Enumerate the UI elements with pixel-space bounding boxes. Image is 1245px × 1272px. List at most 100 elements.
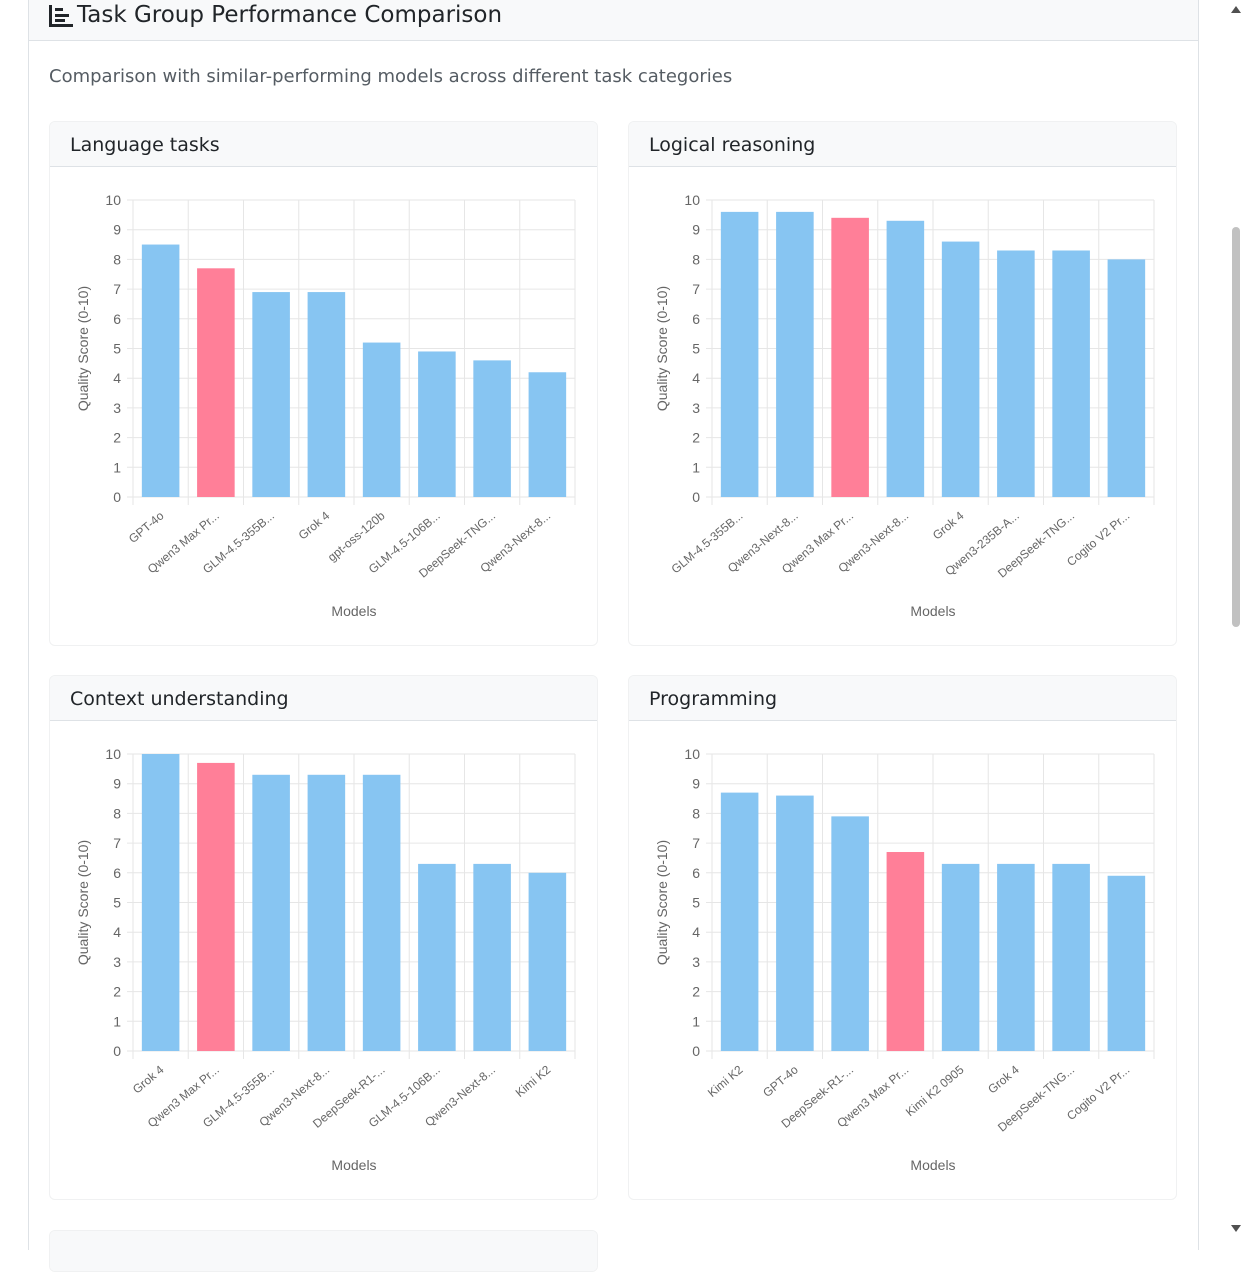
y-tick-label: 10 [684, 192, 700, 208]
bar[interactable] [197, 762, 235, 1051]
y-tick-label: 0 [113, 489, 121, 505]
bar[interactable] [720, 211, 759, 497]
y-tick-label: 4 [113, 370, 121, 386]
y-tick-label: 6 [692, 311, 700, 327]
bar[interactable] [886, 852, 925, 1051]
bar[interactable] [831, 217, 869, 497]
card-title: Logical reasoning [649, 134, 816, 156]
y-tick-label: 7 [113, 835, 121, 851]
bar[interactable] [307, 774, 346, 1051]
y-tick-label: 6 [113, 865, 121, 881]
y-tick-label: 3 [692, 400, 700, 416]
x-tick-label: Grok 4 [930, 508, 967, 542]
y-tick-label: 2 [692, 984, 700, 1000]
y-tick-label: 3 [692, 954, 700, 970]
bar[interactable] [197, 268, 235, 497]
y-tick-label: 3 [113, 954, 121, 970]
y-axis-title: Quality Score (0-10) [75, 840, 91, 965]
x-tick-label: GPT-4o [126, 508, 167, 546]
chart-card-logical-reasoning: Logical reasoning 0 1 2 3 4 5 6 7 8 9 10 GLM-4.5-35… [628, 121, 1177, 646]
y-tick-label: 8 [692, 805, 700, 821]
scroll-up-icon[interactable] [1230, 4, 1242, 14]
bar[interactable] [886, 220, 925, 497]
x-tick-label: Kimi K2 [705, 1062, 746, 1100]
bar[interactable] [418, 863, 456, 1051]
y-tick-label: 8 [113, 251, 121, 267]
bar-chart-icon [49, 5, 73, 27]
y-tick-label: 5 [113, 341, 121, 357]
bar[interactable] [831, 816, 869, 1051]
y-tick-label: 10 [105, 192, 121, 208]
y-tick-label: 2 [113, 430, 121, 446]
x-tick-label: GPT-4o [760, 1062, 801, 1100]
bar[interactable] [473, 360, 511, 497]
bar[interactable] [252, 774, 290, 1051]
chart-logical-reasoning: 012345678910GLM-4.5-355B...Qwen3-Next-8.… [654, 192, 1155, 619]
y-tick-label: 4 [113, 924, 121, 940]
x-tick-label: Grok 4 [130, 1062, 167, 1096]
card-title: Language tasks [70, 134, 220, 156]
chart-card-context-understanding: Context understanding 0 1 2 3 4 5 6 7 8 9 10 Grok 4… [49, 675, 598, 1200]
card-header: Language tasks [50, 122, 597, 167]
y-tick-label: 7 [692, 835, 700, 851]
bar[interactable] [473, 863, 511, 1051]
y-tick-label: 9 [113, 222, 121, 238]
y-tick-label: 10 [684, 746, 700, 762]
bar[interactable] [997, 863, 1035, 1051]
y-tick-label: 9 [113, 776, 121, 792]
bar[interactable] [720, 792, 759, 1051]
scroll-down-icon[interactable] [1230, 1224, 1242, 1234]
y-tick-label: 9 [692, 776, 700, 792]
bar[interactable] [941, 863, 980, 1051]
bar[interactable] [141, 244, 180, 497]
y-tick-label: 0 [692, 1043, 700, 1059]
bar[interactable] [307, 292, 346, 497]
y-tick-label: 5 [692, 341, 700, 357]
y-tick-label: 5 [692, 895, 700, 911]
bar[interactable] [1107, 259, 1146, 497]
bar[interactable] [776, 211, 814, 497]
bar[interactable] [141, 754, 180, 1051]
x-axis-title: Models [910, 1157, 955, 1173]
y-tick-label: 5 [113, 895, 121, 911]
bar[interactable] [362, 342, 401, 497]
y-tick-label: 4 [692, 924, 700, 940]
bar[interactable] [252, 292, 290, 497]
x-axis-title: Models [331, 1157, 376, 1173]
bar[interactable] [418, 351, 456, 497]
y-tick-label: 2 [692, 430, 700, 446]
bar[interactable] [528, 872, 567, 1051]
chart-card-language-tasks: Language tasks 0 1 2 3 4 5 6 7 8 9 10 GPT-4o Qwen3 M… [49, 121, 598, 646]
x-tick-label: Kimi K2 [513, 1062, 554, 1100]
x-tick-label: Kimi K2 0905 [903, 1062, 967, 1119]
bar[interactable] [941, 241, 980, 497]
card-header [50, 1231, 597, 1271]
bar[interactable] [1052, 250, 1090, 497]
y-tick-label: 1 [113, 1013, 121, 1029]
bar[interactable] [997, 250, 1035, 497]
vertical-scrollbar[interactable] [1227, 0, 1245, 1239]
card-header: Context understanding [50, 676, 597, 721]
scrollbar-thumb[interactable] [1232, 227, 1240, 627]
bar[interactable] [362, 774, 401, 1051]
y-tick-label: 3 [113, 400, 121, 416]
x-axis-title: Models [910, 603, 955, 619]
bar[interactable] [776, 795, 814, 1051]
page-subtitle: Comparison with similar-performing model… [49, 66, 733, 87]
y-axis-title: Quality Score (0-10) [654, 840, 670, 965]
y-tick-label: 9 [692, 222, 700, 238]
bar[interactable] [1107, 875, 1146, 1051]
y-tick-label: 10 [105, 746, 121, 762]
bar[interactable] [528, 372, 567, 497]
y-tick-label: 6 [113, 311, 121, 327]
chart-card-partial [49, 1230, 598, 1272]
x-tick-label: Grok 4 [985, 1062, 1022, 1096]
y-tick-label: 1 [692, 1013, 700, 1029]
card-header: Programming [629, 676, 1176, 721]
x-tick-label: Grok 4 [296, 508, 333, 542]
bar[interactable] [1052, 863, 1090, 1051]
y-tick-label: 1 [113, 459, 121, 475]
